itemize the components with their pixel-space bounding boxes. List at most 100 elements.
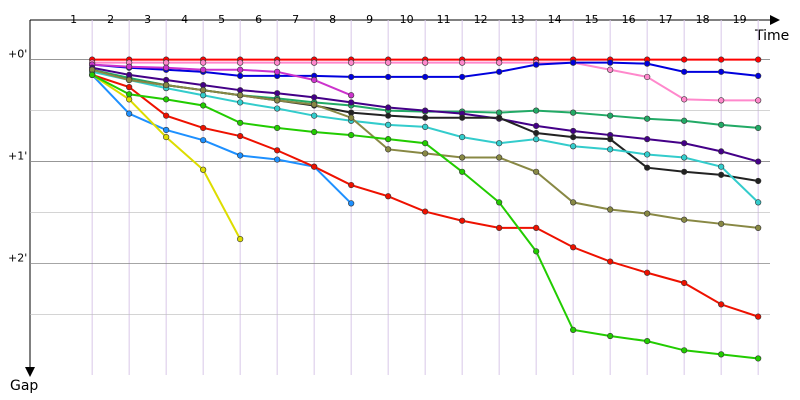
data-point (348, 92, 355, 99)
x-tick-label: 4 (181, 13, 188, 26)
data-point (89, 71, 96, 78)
x-tick-label: 10 (400, 13, 414, 26)
data-point (755, 313, 762, 320)
data-point (755, 158, 762, 165)
series-line (92, 63, 352, 97)
data-point (681, 347, 688, 354)
data-point (348, 73, 355, 81)
data-point (274, 68, 281, 75)
data-point (533, 248, 540, 255)
data-point (385, 104, 392, 111)
data-point (163, 126, 170, 134)
data-point (718, 148, 725, 155)
data-point (385, 136, 392, 143)
data-point (681, 68, 688, 75)
data-point (718, 171, 725, 178)
data-point (237, 119, 244, 126)
data-point (496, 199, 503, 206)
x-tick-label: 5 (218, 13, 225, 26)
data-point (200, 92, 207, 99)
data-point (755, 355, 762, 362)
data-point (422, 73, 429, 81)
data-point (644, 269, 651, 276)
data-point (459, 73, 466, 81)
data-point (755, 177, 762, 185)
data-point (163, 76, 170, 84)
data-point (755, 199, 762, 206)
data-point (163, 96, 170, 103)
data-point (422, 150, 429, 157)
data-point (385, 121, 392, 128)
x-tick-label: 18 (696, 13, 710, 26)
data-point (644, 115, 651, 122)
data-point (274, 105, 281, 112)
data-point (459, 134, 466, 141)
data-point (644, 164, 651, 171)
data-point (533, 122, 540, 129)
data-point (570, 244, 577, 251)
data-point (681, 117, 688, 124)
x-tick-label: 8 (329, 13, 336, 26)
data-point (422, 140, 429, 147)
data-point (311, 101, 318, 108)
data-point (570, 143, 577, 150)
data-point (607, 146, 614, 153)
data-point (200, 59, 207, 66)
data-point (644, 60, 651, 67)
data-point (237, 59, 244, 66)
data-point (496, 109, 503, 116)
data-point (607, 206, 614, 213)
data-point (126, 63, 133, 70)
x-arrow (770, 15, 780, 25)
x-tick-label: 16 (622, 13, 636, 26)
data-point (607, 59, 614, 66)
x-tick-label: 14 (548, 13, 562, 26)
data-point (533, 224, 540, 231)
data-point (681, 140, 688, 147)
data-point (718, 351, 725, 358)
data-point (311, 112, 318, 119)
data-point (496, 154, 503, 161)
data-point (311, 76, 318, 84)
data-point (126, 71, 133, 78)
data-point (274, 97, 281, 104)
data-point (274, 59, 281, 66)
data-point (348, 59, 355, 66)
data-point (163, 81, 170, 89)
data-point (311, 163, 318, 170)
data-point (496, 140, 503, 147)
data-point (422, 114, 429, 121)
data-point (163, 112, 170, 119)
data-point (681, 96, 688, 103)
data-point (718, 220, 725, 227)
data-point (200, 124, 207, 132)
x-tick-label: 3 (144, 13, 151, 26)
data-point (237, 72, 244, 80)
y-tick-label: +1' (8, 150, 27, 163)
data-point (459, 168, 466, 175)
data-point (237, 152, 244, 159)
data-point (570, 134, 577, 141)
data-point (237, 99, 244, 106)
data-point (126, 110, 133, 117)
data-point (681, 168, 688, 175)
data-point (607, 112, 614, 119)
data-point (348, 114, 355, 121)
x-tick-label: 19 (733, 13, 747, 26)
data-point (533, 61, 540, 68)
y-tick-label: +2' (8, 252, 27, 265)
data-point (126, 76, 133, 84)
data-point (385, 146, 392, 153)
data-point (755, 56, 762, 63)
data-point (237, 66, 244, 73)
data-point (348, 99, 355, 106)
data-point (348, 181, 355, 189)
data-point (681, 279, 688, 287)
data-point (681, 154, 688, 161)
data-point (348, 131, 355, 139)
data-point (755, 97, 762, 104)
data-point (755, 124, 762, 132)
x-tick-label: 17 (659, 13, 673, 26)
x-tick-label: 1 (70, 13, 77, 26)
data-point (570, 199, 577, 206)
